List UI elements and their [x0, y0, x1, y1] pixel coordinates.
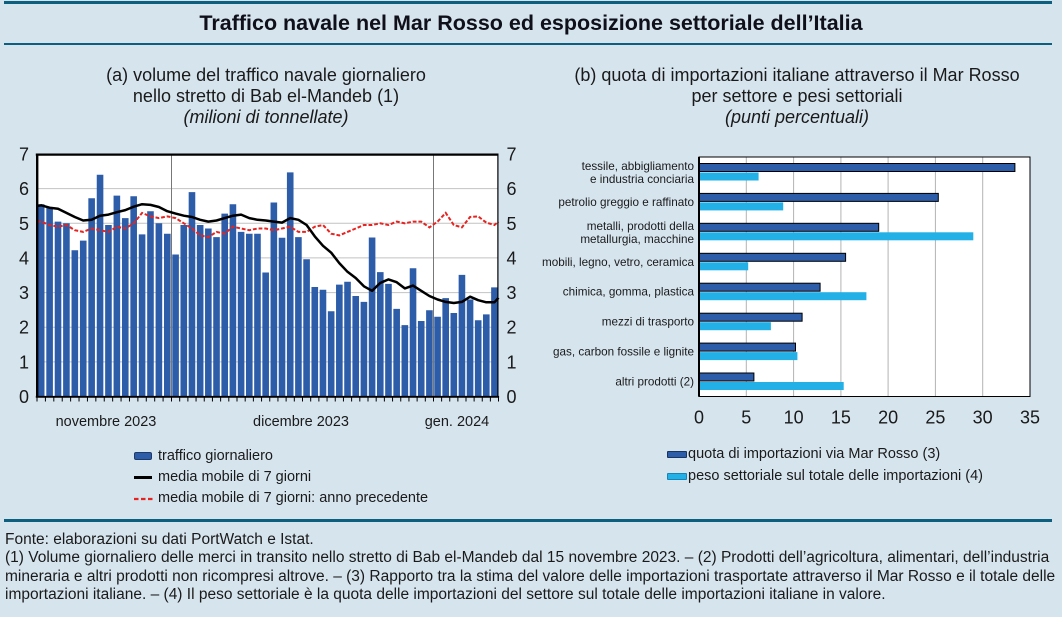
svg-text:gas, carbon fossile e lignite: gas, carbon fossile e lignite — [553, 346, 694, 359]
svg-text:2: 2 — [507, 318, 517, 338]
svg-text:3: 3 — [507, 283, 517, 303]
svg-text:mezzi di trasporto: mezzi di trasporto — [602, 316, 695, 329]
svg-text:0: 0 — [19, 387, 29, 407]
svg-text:10: 10 — [784, 408, 804, 428]
svg-text:e industria conciaria: e industria conciaria — [590, 173, 694, 186]
svg-text:3: 3 — [19, 283, 29, 303]
svg-text:15: 15 — [831, 408, 851, 428]
svg-text:5: 5 — [19, 214, 29, 234]
svg-text:35: 35 — [1020, 408, 1040, 428]
svg-text:5: 5 — [507, 214, 517, 234]
svg-text:4: 4 — [19, 248, 29, 268]
svg-text:2: 2 — [19, 318, 29, 338]
svg-text:chimica, gomma, plastica: chimica, gomma, plastica — [563, 286, 695, 299]
svg-text:7: 7 — [507, 145, 517, 165]
svg-text:metallurgia, macchine: metallurgia, macchine — [580, 233, 694, 246]
svg-text:5: 5 — [741, 408, 751, 428]
svg-text:20: 20 — [878, 408, 898, 428]
svg-text:25: 25 — [925, 408, 945, 428]
svg-text:1: 1 — [507, 352, 517, 372]
svg-text:6: 6 — [19, 179, 29, 199]
svg-text:0: 0 — [507, 387, 517, 407]
svg-text:1: 1 — [19, 352, 29, 372]
svg-text:0: 0 — [694, 408, 704, 428]
svg-text:6: 6 — [507, 179, 517, 199]
svg-text:4: 4 — [507, 248, 517, 268]
svg-text:30: 30 — [973, 408, 993, 428]
svg-text:metalli, prodotti della: metalli, prodotti della — [587, 220, 695, 233]
svg-text:tessile, abbigliamento: tessile, abbigliamento — [582, 160, 695, 173]
svg-text:petrolio greggio e raffinato: petrolio greggio e raffinato — [558, 196, 694, 209]
svg-text:altri prodotti (2): altri prodotti (2) — [615, 376, 694, 389]
svg-text:mobili, legno, vetro, ceramica: mobili, legno, vetro, ceramica — [542, 256, 695, 269]
svg-text:7: 7 — [19, 145, 29, 165]
